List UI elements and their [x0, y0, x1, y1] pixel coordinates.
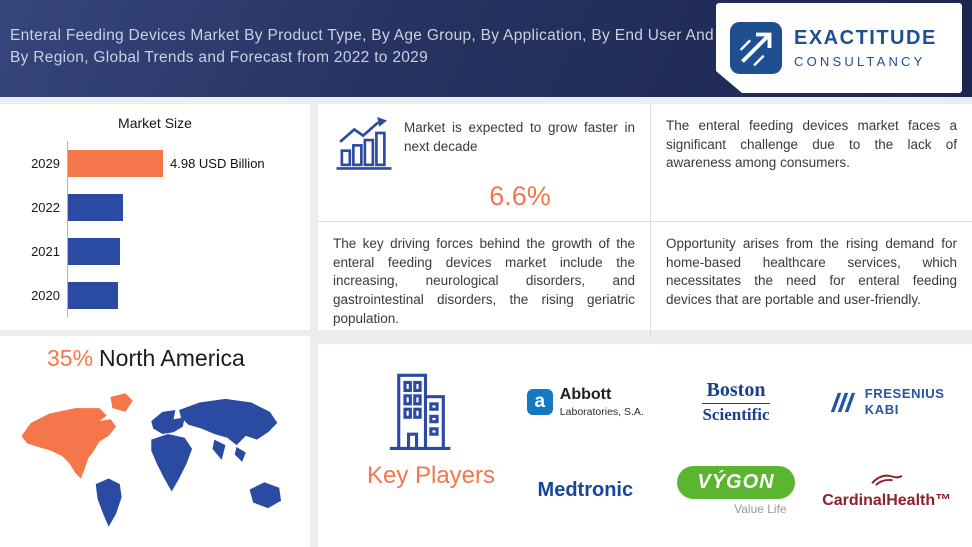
key-players-logos: a Abbott Laboratories, S.A. Boston Scien…	[510, 358, 962, 535]
map-south-america	[95, 478, 122, 527]
chart-bar	[68, 237, 120, 265]
opportunity-insight-cell: Opportunity arises from the rising deman…	[651, 222, 972, 338]
region-card: 35% North America	[0, 336, 310, 547]
fresenius-kabi-logo: FRESENIUS KABI	[829, 386, 945, 419]
cardinal-health-logo: CardinalHealth™	[822, 471, 951, 510]
boston-scientific-logo: Boston Scientific	[702, 379, 770, 425]
region-name: North America	[99, 345, 245, 371]
market-size-card: Market Size 2029 4.98 USD Billion 2022 2021…	[0, 104, 310, 330]
chart-value-label: 4.98 USD Billion	[170, 155, 265, 171]
vygon-name: VÝGON	[677, 465, 795, 499]
boston-line2: Scientific	[702, 405, 770, 425]
map-africa	[151, 434, 193, 492]
chart-year-label: 2020	[31, 287, 60, 303]
challenge-insight-cell: The enteral feeding devices market faces…	[651, 104, 972, 222]
chart-bar-track	[67, 229, 302, 273]
fresenius-bars-icon	[829, 391, 857, 414]
page-title: Enteral Feeding Devices Market By Produc…	[10, 25, 714, 69]
chart-row: 2021	[22, 229, 302, 273]
key-players-card: Key Players a Abbott Laboratories, S.A. …	[318, 344, 972, 547]
chart-row: 2022	[22, 185, 302, 229]
abbott-name: Abbott	[559, 385, 612, 403]
growth-insight-cell: Market is expected to grow faster in nex…	[318, 104, 651, 222]
chart-bar-track: 4.98 USD Billion	[67, 141, 302, 185]
region-share: 35%	[47, 345, 94, 371]
building-icon	[372, 366, 454, 456]
insights-card: Market is expected to grow faster in nex…	[318, 104, 972, 339]
page-title-line-2: By Region, Global Trends and Forecast fr…	[10, 49, 429, 66]
fresenius-line2: KABI	[864, 402, 899, 418]
medtronic-logo: Medtronic	[537, 479, 634, 502]
chart-bar-track	[67, 273, 302, 317]
opportunity-text: Opportunity arises from the rising deman…	[666, 236, 957, 307]
map-australia	[249, 482, 282, 509]
vygon-tagline: Value Life	[734, 501, 787, 516]
cardinal-health-name: CardinalHealth™	[822, 492, 952, 510]
fresenius-line1: FRESENIUS	[864, 386, 945, 401]
region-title: 35% North America	[47, 345, 245, 372]
map-asia	[179, 398, 278, 446]
page-title-line-1: Enteral Feeding Devices Market By Produc…	[10, 27, 714, 44]
boston-line1: Boston	[702, 379, 770, 405]
bar-chart: 2029 4.98 USD Billion 2022 2021 2020	[0, 141, 310, 317]
header: Enteral Feeding Devices Market By Produc…	[0, 0, 972, 97]
key-players-label: Key Players	[366, 462, 496, 489]
growth-text: Market is expected to grow faster in nex…	[404, 120, 635, 154]
chart-bar	[68, 281, 118, 309]
chart-bar	[68, 193, 123, 221]
map-greenland	[110, 393, 133, 412]
chart-title: Market Size	[118, 115, 192, 131]
brand-logo: EXACTITUDE CONSULTANCY	[716, 3, 962, 93]
growth-chart-icon	[333, 117, 395, 172]
brand-text: EXACTITUDE CONSULTANCY	[794, 27, 937, 69]
chart-year-label: 2022	[31, 199, 60, 215]
world-map	[16, 380, 294, 540]
chart-row: 2029 4.98 USD Billion	[22, 141, 302, 185]
growth-rate-value: 6.6%	[489, 181, 551, 211]
exactitude-logo-icon	[729, 21, 783, 75]
chart-row: 2020	[22, 273, 302, 317]
chart-bar-track	[67, 185, 302, 229]
chart-bar	[68, 149, 163, 177]
vygon-logo: VÝGON Value Life	[677, 465, 795, 516]
drivers-text: The key driving forces behind the growth…	[333, 236, 635, 326]
chart-year-label: 2021	[31, 243, 60, 259]
abbott-subtitle: Laboratories, S.A.	[559, 405, 644, 418]
cardinal-swoosh-icon	[870, 471, 904, 487]
abbott-mark-icon: a	[526, 389, 553, 416]
challenge-text: The enteral feeding devices market faces…	[666, 118, 957, 171]
map-europe	[151, 409, 185, 435]
drivers-insight-cell: The key driving forces behind the growth…	[318, 222, 651, 339]
abbott-logo: a Abbott Laboratories, S.A.	[526, 385, 644, 418]
map-north-america	[21, 408, 117, 479]
chart-year-label: 2029	[31, 155, 60, 171]
map-se-asia	[234, 447, 246, 462]
brand-name: EXACTITUDE	[794, 27, 937, 49]
brand-subname: CONSULTANCY	[794, 54, 926, 69]
map-india	[212, 439, 226, 460]
